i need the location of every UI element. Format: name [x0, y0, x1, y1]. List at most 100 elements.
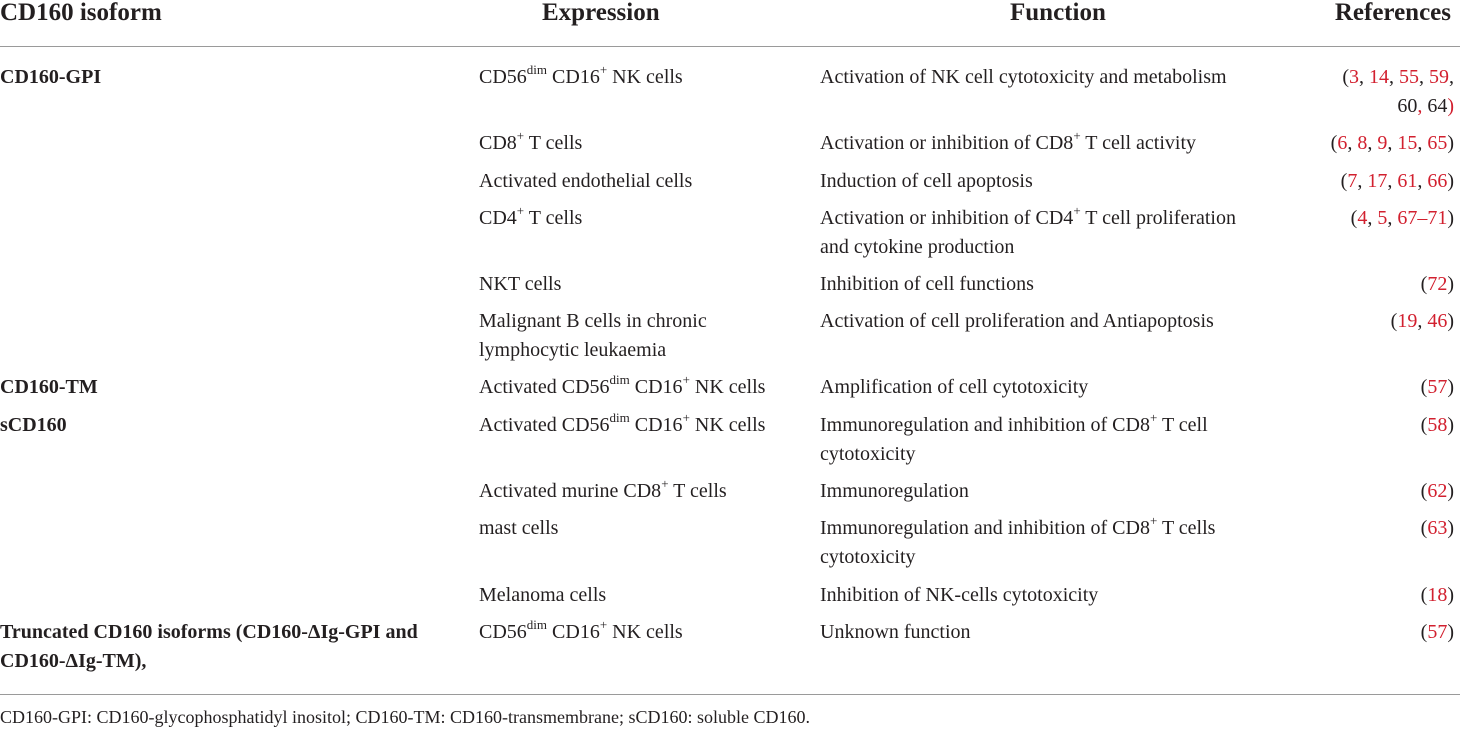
reference-link[interactable]: 15: [1397, 132, 1418, 154]
cell-references: (57): [1421, 618, 1454, 647]
cell-line: Activated murine CD8+ T cells: [479, 476, 727, 502]
superscript: dim: [526, 617, 548, 633]
cell-line: (58): [1420, 414, 1454, 436]
cell-expression: Activated CD56dim CD16+ NK cells: [479, 411, 765, 440]
cell-function: Immunoregulation and inhibition of CD8+ …: [820, 411, 1208, 469]
cell-expression: Activated murine CD8+ T cells: [479, 477, 727, 506]
cell-line: mast cells: [479, 517, 559, 539]
cell-expression: CD8+ T cells: [479, 129, 582, 158]
reference-link[interactable]: 58: [1427, 414, 1448, 436]
cell-line: (4, 5, 67–71): [1350, 207, 1454, 229]
cell-line: Activation or inhibition of CD8+ T cell …: [820, 128, 1196, 154]
cell-function: Activation of cell proliferation and Ant…: [820, 307, 1214, 336]
cell-line: Amplification of cell cytotoxicity: [820, 376, 1089, 398]
cell-isoform: Truncated CD160 isoforms (CD160-ΔIg-GPI …: [0, 618, 418, 676]
cell-line: (57): [1420, 376, 1454, 398]
cell-line: 60, 64): [1397, 95, 1454, 117]
superscript: +: [1073, 128, 1081, 144]
reference-link[interactable]: 61: [1397, 170, 1418, 192]
cell-line: Activation of cell proliferation and Ant…: [820, 310, 1214, 332]
cell-line: CD8+ T cells: [479, 128, 583, 154]
cell-references: (63): [1421, 514, 1454, 543]
cell-references: (6, 8, 9, 15, 65): [1331, 129, 1454, 158]
cell-line: Induction of cell apoptosis: [820, 170, 1033, 192]
cell-line: and cytokine production: [820, 236, 1015, 258]
header-isoform: CD160 isoform: [0, 0, 162, 26]
reference-link[interactable]: ,: [1417, 95, 1428, 117]
reference-link[interactable]: 67–71: [1397, 207, 1448, 229]
reference-link[interactable]: 62: [1427, 480, 1448, 502]
cell-references: (18): [1421, 581, 1454, 610]
cell-function: Activation or inhibition of CD4+ T cell …: [820, 204, 1236, 262]
cell-line: Immunoregulation and inhibition of CD8+ …: [820, 410, 1208, 436]
cell-isoform: CD160-TM: [0, 373, 98, 402]
reference-link[interactable]: 72: [1427, 273, 1448, 295]
cell-line: CD160-GPI: [0, 66, 102, 88]
cell-line: cytotoxicity: [820, 443, 916, 465]
cell-line: (6, 8, 9, 15, 65): [1330, 132, 1454, 154]
reference-link[interactable]: 17: [1367, 170, 1388, 192]
cell-function: Inhibition of NK-cells cytotoxicity: [820, 581, 1098, 610]
superscript: +: [682, 410, 690, 426]
reference-link[interactable]: 5: [1377, 207, 1388, 229]
reference-link[interactable]: 66: [1427, 170, 1448, 192]
reference-link[interactable]: 8: [1357, 132, 1368, 154]
cell-line: Inhibition of cell functions: [820, 273, 1034, 295]
cell-line: (63): [1420, 517, 1454, 539]
reference-link[interactable]: ): [1447, 95, 1454, 117]
reference-link[interactable]: 9: [1377, 132, 1388, 154]
bottom-rule: [0, 694, 1460, 695]
reference-link[interactable]: 19: [1397, 310, 1418, 332]
cell-line: CD4+ T cells: [479, 203, 583, 229]
superscript: +: [516, 203, 525, 219]
cell-line: Activation of NK cell cytotoxicity and m…: [820, 66, 1227, 88]
reference-link[interactable]: 6: [1337, 132, 1348, 154]
reference-link[interactable]: 7: [1347, 170, 1358, 192]
cell-line: CD56dim CD16+ NK cells: [479, 62, 683, 88]
cell-expression: Malignant B cells in chronic lymphocytic …: [479, 307, 707, 365]
cell-function: Induction of cell apoptosis: [820, 167, 1033, 196]
cell-references: (7, 17, 61, 66): [1341, 167, 1454, 196]
reference-link[interactable]: 46: [1427, 310, 1448, 332]
cell-line: NKT cells: [479, 273, 562, 295]
cell-line: lymphocytic leukaemia: [479, 339, 667, 361]
cell-line: Immunoregulation and inhibition of CD8+ …: [820, 513, 1216, 539]
superscript: +: [599, 62, 608, 78]
cell-line: (72): [1420, 273, 1454, 295]
cell-function: Activation of NK cell cytotoxicity and m…: [820, 63, 1227, 92]
cell-line: Immunoregulation: [820, 480, 969, 502]
cell-line: (18): [1420, 584, 1454, 606]
cell-expression: CD56dim CD16+ NK cells: [479, 618, 683, 647]
cell-line: cytotoxicity: [820, 546, 916, 568]
reference-link[interactable]: 4: [1357, 207, 1368, 229]
reference-link[interactable]: 57: [1427, 376, 1448, 398]
cell-expression: Activated CD56dim CD16+ NK cells: [479, 373, 765, 402]
reference-link[interactable]: 63: [1427, 517, 1448, 539]
cell-function: Amplification of cell cytotoxicity: [820, 373, 1088, 402]
cell-expression: Activated endothelial cells: [479, 167, 692, 196]
cell-line: sCD160: [0, 414, 67, 436]
reference-link[interactable]: 65: [1427, 132, 1448, 154]
cell-expression: CD56dim CD16+ NK cells: [479, 63, 683, 92]
cell-line: (3, 14, 55, 59,: [1342, 66, 1454, 88]
cell-function: Activation or inhibition of CD8+ T cell …: [820, 129, 1196, 158]
reference-link[interactable]: 55: [1399, 66, 1419, 88]
cell-line: Melanoma cells: [479, 584, 607, 606]
header-function: Function: [1010, 0, 1106, 26]
cell-line: Activated CD56dim CD16+ NK cells: [479, 410, 766, 436]
reference-link[interactable]: 3: [1349, 66, 1359, 88]
superscript: +: [682, 372, 690, 388]
superscript: +: [1149, 513, 1158, 529]
cell-line: (7, 17, 61, 66): [1340, 170, 1454, 192]
reference-link[interactable]: 14: [1369, 66, 1389, 88]
header-references: References: [1334, 0, 1451, 26]
cell-line: Malignant B cells in chronic: [479, 310, 707, 332]
superscript: dim: [526, 62, 548, 78]
cell-isoform: CD160-GPI: [0, 63, 101, 92]
superscript: +: [1149, 410, 1158, 426]
superscript: +: [516, 128, 525, 144]
reference-link[interactable]: 18: [1427, 584, 1448, 606]
reference-link[interactable]: 59: [1429, 66, 1449, 88]
reference-link[interactable]: 57: [1427, 621, 1448, 643]
cell-references: (62): [1421, 477, 1454, 506]
